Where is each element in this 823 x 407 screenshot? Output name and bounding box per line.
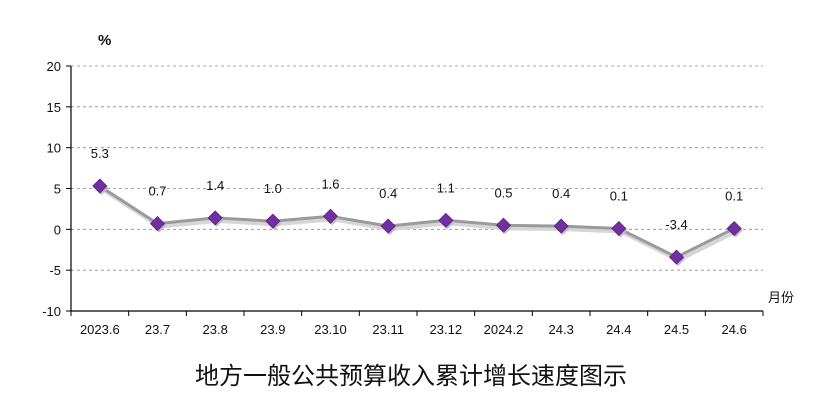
data-point-marker	[611, 220, 627, 237]
data-label: -3.4	[665, 217, 687, 232]
y-axis-ticks: 20 15 10 5 0 -5 -10	[42, 59, 61, 319]
grid-lines	[71, 65, 763, 271]
chart-title: 地方一般公共预算收入累计增长速度图示	[195, 362, 627, 390]
data-label: 0.7	[148, 184, 166, 199]
data-point-marker	[207, 210, 223, 226]
axes	[66, 65, 764, 316]
data-point-marker	[553, 218, 569, 234]
data-point-marker	[265, 213, 281, 229]
x-tick-label: 23.8	[203, 322, 228, 337]
data-label: 0.1	[725, 189, 743, 204]
data-point-marker	[438, 212, 454, 228]
data-label: 5.3	[91, 146, 109, 161]
data-point-marker	[322, 208, 339, 224]
x-tick-label: 23.9	[260, 322, 285, 337]
data-point-marker	[149, 216, 166, 232]
y-tick-label: 15	[47, 100, 61, 115]
x-axis-ticks: 2023.6 23.7 23.8 23.9 23.10 23.11 23.12 2024.2 2…	[80, 322, 747, 337]
x-tick-label: 24.4	[606, 322, 631, 337]
data-point-marker	[726, 220, 742, 237]
y-tick-label: 10	[47, 141, 61, 156]
data-label: 1.6	[321, 176, 339, 191]
x-tick-label: 2024.2	[484, 322, 524, 337]
data-label: 0.4	[379, 186, 397, 201]
y-tick-label: -5	[49, 263, 61, 278]
series-line-shadow	[100, 187, 738, 263]
x-tick-label: 24.3	[549, 322, 574, 337]
data-point-marker	[92, 178, 108, 194]
data-labels: 5.3 0.7 1.4 1.0 1.6 0.4 1.1 0.5 0.4 0.1 -3.4 0.1	[91, 146, 743, 232]
x-tick-label: 24.5	[664, 322, 689, 337]
x-axis-title: 月份	[768, 291, 794, 306]
data-label: 0.1	[610, 189, 628, 204]
y-tick-label: 20	[47, 59, 61, 74]
data-point-marker	[668, 249, 685, 265]
data-point-marker	[380, 218, 396, 234]
x-tick-label: 23.12	[430, 322, 463, 337]
y-tick-label: 5	[54, 182, 61, 197]
x-tick-label: 23.7	[145, 322, 170, 337]
data-label: 0.5	[494, 185, 512, 200]
series-line	[98, 184, 735, 259]
y-tick-label: -10	[42, 304, 61, 319]
y-axis-unit-label: %	[98, 32, 111, 49]
x-tick-label: 23.10	[314, 322, 347, 337]
x-tick-label: 2023.6	[80, 322, 120, 337]
x-tick-label: 23.11	[372, 322, 404, 337]
data-label: 0.4	[552, 186, 570, 201]
data-label: 1.0	[264, 181, 282, 196]
y-tick-label: 0	[54, 222, 61, 237]
data-label: 1.1	[437, 180, 455, 195]
data-label: 1.4	[206, 178, 224, 193]
data-point-marker	[495, 217, 512, 233]
series-group	[92, 178, 743, 267]
x-tick-label: 24.6	[722, 322, 747, 337]
